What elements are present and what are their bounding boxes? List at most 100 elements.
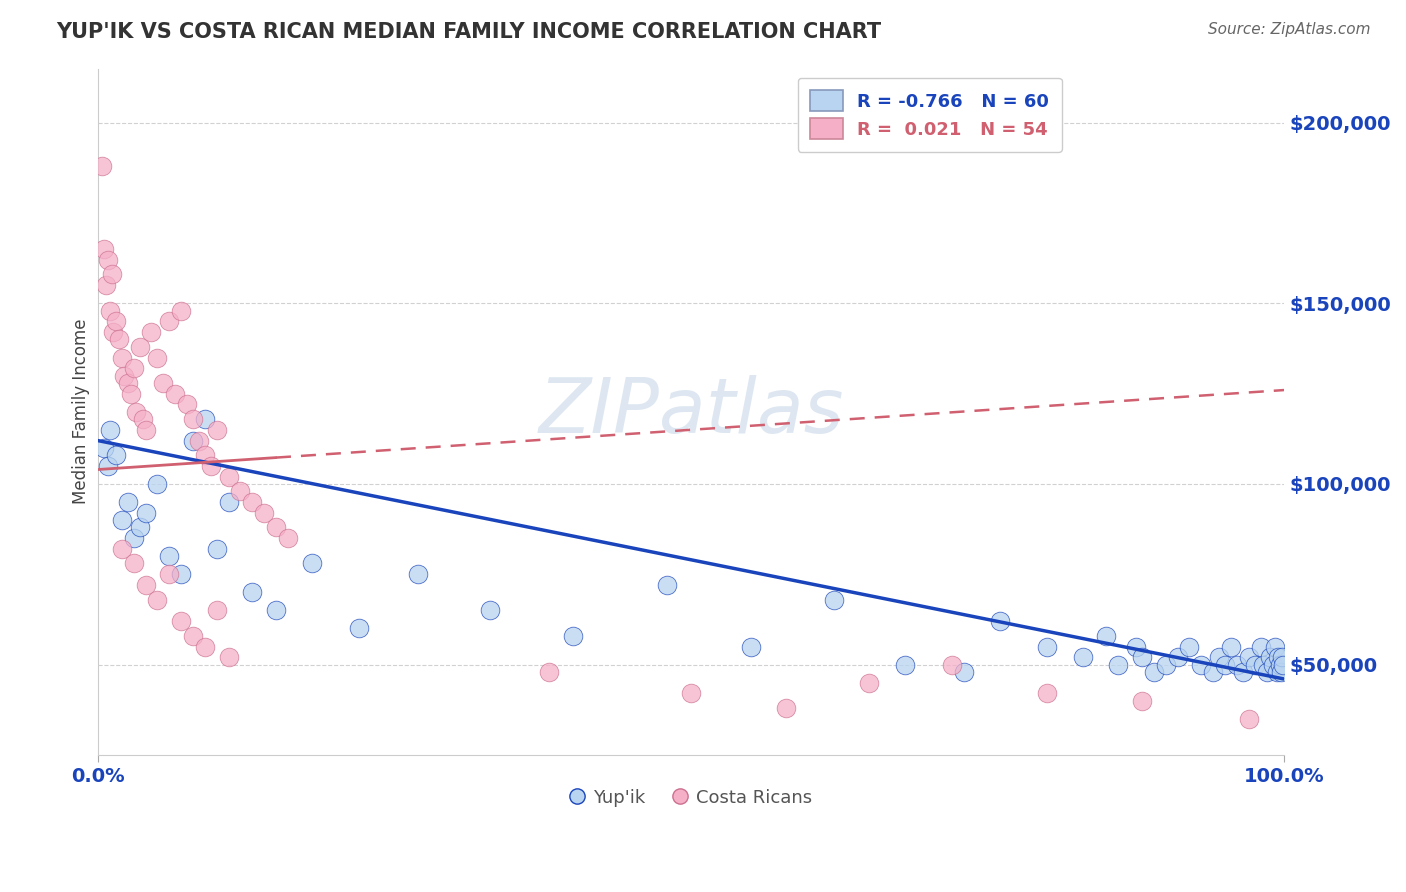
- Point: [112, 368, 135, 383]
- Point: [1208, 650, 1230, 665]
- Point: [1265, 665, 1288, 679]
- Point: [1143, 665, 1166, 679]
- Point: [170, 303, 193, 318]
- Point: [146, 592, 169, 607]
- Point: [176, 397, 198, 411]
- Point: [1226, 657, 1249, 672]
- Point: [657, 578, 679, 592]
- Point: [1243, 657, 1265, 672]
- Point: [1036, 686, 1059, 700]
- Point: [1130, 694, 1153, 708]
- Point: [218, 495, 240, 509]
- Point: [1261, 657, 1284, 672]
- Point: [218, 469, 240, 483]
- Point: [165, 386, 187, 401]
- Point: [157, 549, 180, 564]
- Point: [122, 531, 145, 545]
- Point: [104, 448, 127, 462]
- Point: [194, 640, 217, 654]
- Point: [408, 567, 430, 582]
- Point: [1154, 657, 1177, 672]
- Point: [1125, 640, 1147, 654]
- Point: [218, 650, 240, 665]
- Point: [141, 325, 163, 339]
- Point: [157, 314, 180, 328]
- Point: [561, 629, 583, 643]
- Point: [93, 441, 115, 455]
- Point: [111, 513, 134, 527]
- Point: [1220, 640, 1243, 654]
- Point: [1237, 712, 1260, 726]
- Text: YUP'IK VS COSTA RICAN MEDIAN FAMILY INCOME CORRELATION CHART: YUP'IK VS COSTA RICAN MEDIAN FAMILY INCO…: [56, 22, 882, 42]
- Point: [205, 541, 228, 556]
- Point: [1167, 650, 1189, 665]
- Point: [181, 629, 204, 643]
- Point: [205, 603, 228, 617]
- Point: [103, 325, 125, 339]
- Point: [152, 376, 174, 390]
- Point: [478, 603, 501, 617]
- Point: [988, 614, 1011, 628]
- Point: [1232, 665, 1254, 679]
- Point: [122, 557, 145, 571]
- Point: [122, 361, 145, 376]
- Point: [146, 351, 169, 365]
- Point: [301, 557, 323, 571]
- Point: [1270, 665, 1292, 679]
- Text: ZIPatlas: ZIPatlas: [538, 375, 844, 449]
- Point: [1213, 657, 1236, 672]
- Point: [134, 578, 156, 592]
- Point: [194, 412, 217, 426]
- Point: [117, 376, 139, 390]
- Point: [1267, 650, 1289, 665]
- Point: [134, 506, 156, 520]
- Point: [1251, 657, 1274, 672]
- Point: [170, 567, 193, 582]
- Point: [775, 701, 797, 715]
- Point: [146, 477, 169, 491]
- Point: [98, 303, 121, 318]
- Point: [1095, 629, 1118, 643]
- Point: [187, 434, 209, 448]
- Point: [157, 567, 180, 582]
- Point: [1178, 640, 1201, 654]
- Point: [1268, 657, 1291, 672]
- Point: [125, 405, 148, 419]
- Point: [128, 340, 150, 354]
- Point: [229, 484, 252, 499]
- Point: [347, 622, 370, 636]
- Point: [1071, 650, 1094, 665]
- Point: [1250, 640, 1272, 654]
- Legend: Yup'ik, Costa Ricans: Yup'ik, Costa Ricans: [562, 781, 820, 814]
- Y-axis label: Median Family Income: Median Family Income: [72, 319, 90, 505]
- Point: [1036, 640, 1059, 654]
- Point: [93, 242, 115, 256]
- Point: [181, 412, 204, 426]
- Point: [277, 531, 299, 545]
- Point: [953, 665, 976, 679]
- Point: [117, 495, 139, 509]
- Point: [1237, 650, 1260, 665]
- Point: [132, 412, 155, 426]
- Point: [264, 520, 287, 534]
- Point: [111, 351, 134, 365]
- Text: Source: ZipAtlas.com: Source: ZipAtlas.com: [1208, 22, 1371, 37]
- Point: [894, 657, 917, 672]
- Point: [1107, 657, 1129, 672]
- Point: [134, 423, 156, 437]
- Point: [120, 386, 142, 401]
- Point: [1189, 657, 1212, 672]
- Point: [1272, 657, 1295, 672]
- Point: [1271, 650, 1294, 665]
- Point: [96, 458, 118, 473]
- Point: [90, 159, 112, 173]
- Point: [104, 314, 127, 328]
- Point: [681, 686, 703, 700]
- Point: [1202, 665, 1225, 679]
- Point: [1256, 665, 1278, 679]
- Point: [740, 640, 762, 654]
- Point: [108, 333, 131, 347]
- Point: [98, 423, 121, 437]
- Point: [253, 506, 276, 520]
- Point: [941, 657, 963, 672]
